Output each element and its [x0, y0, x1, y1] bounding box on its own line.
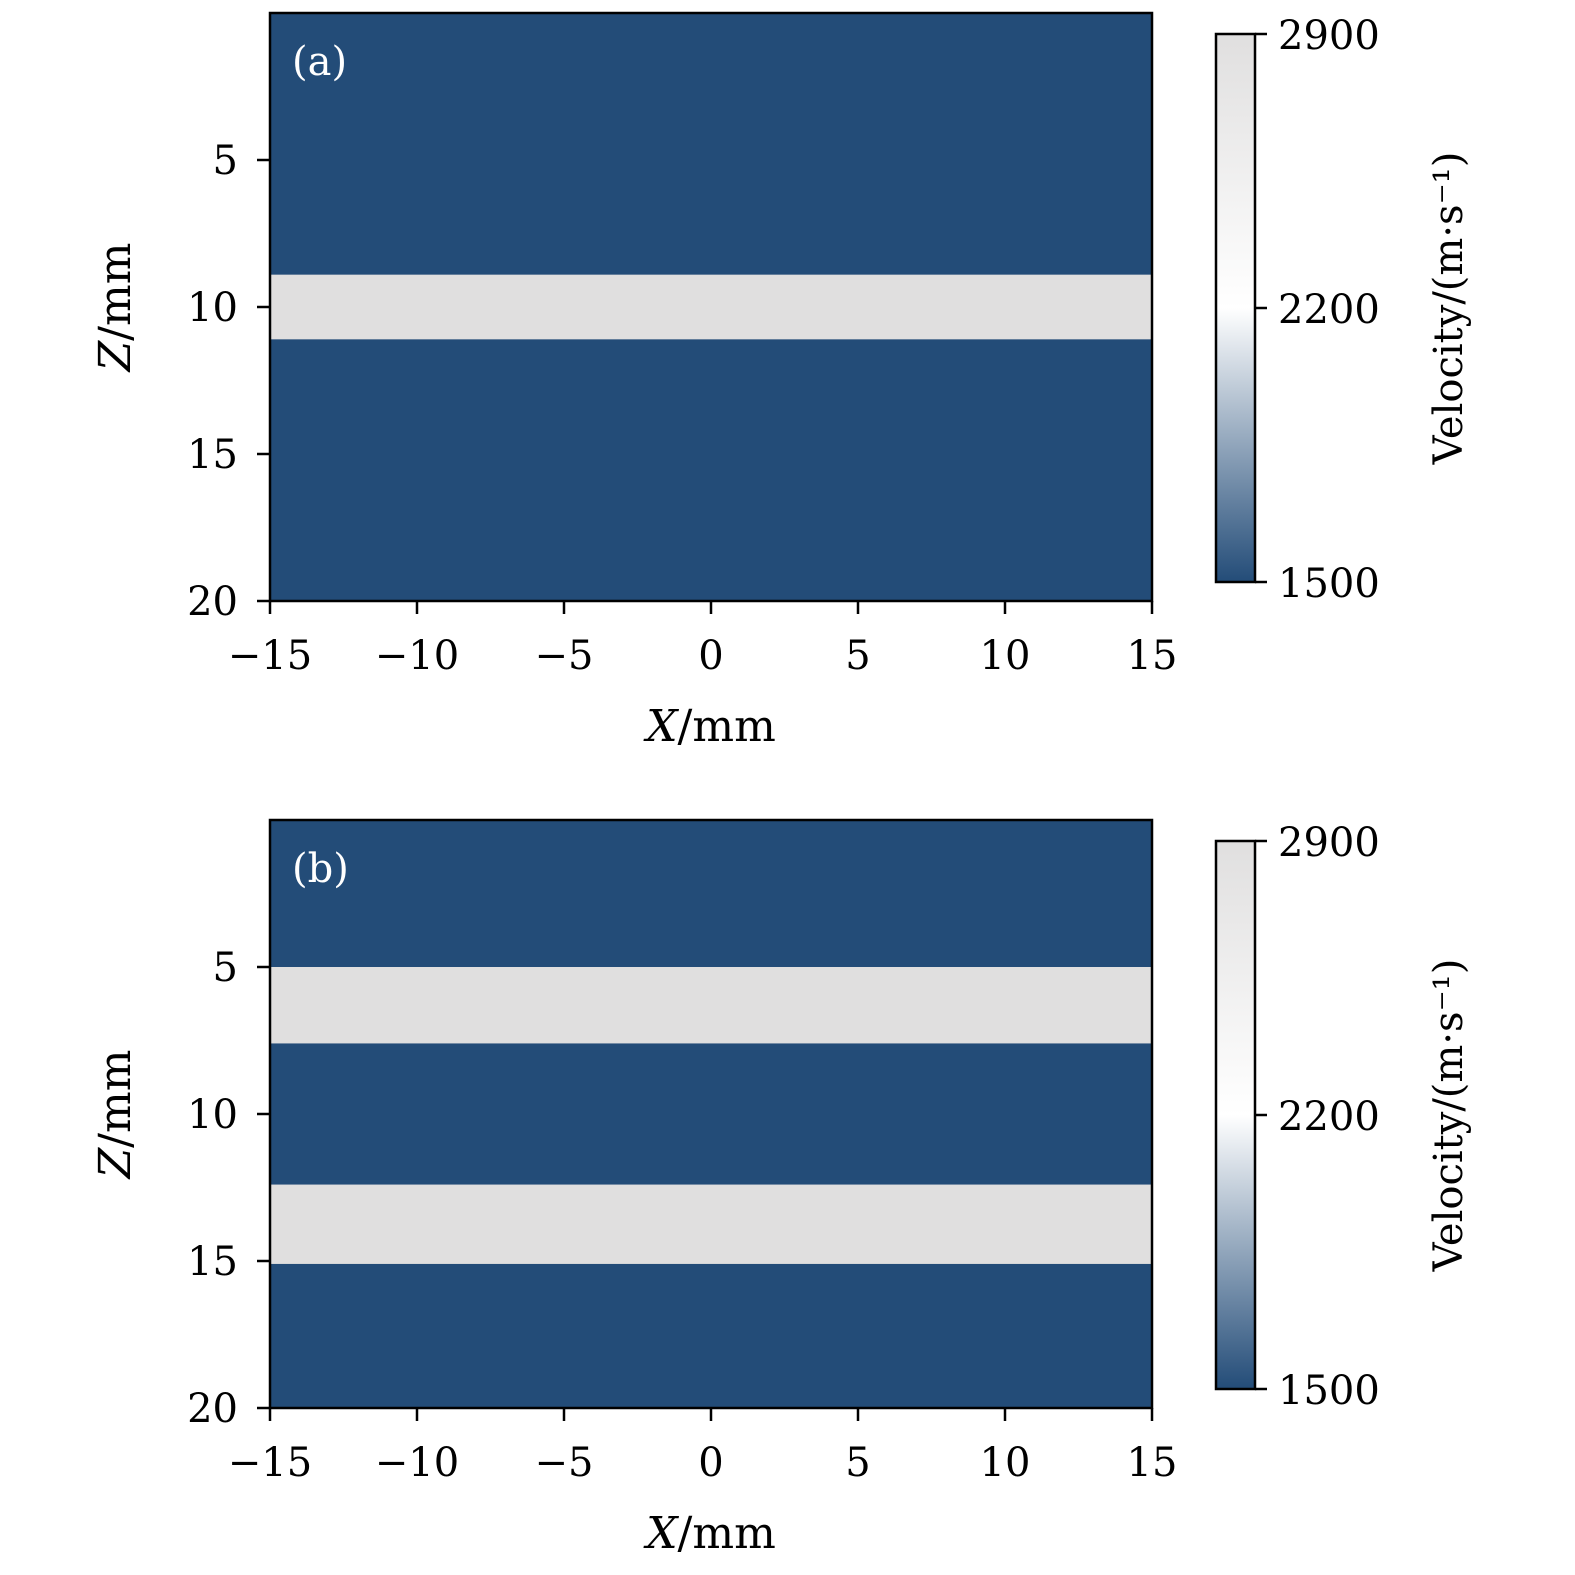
colorbar — [1214, 839, 1257, 1391]
y-tick-label: 10 — [187, 285, 238, 331]
colorbar-tick-label: 2900 — [1278, 13, 1380, 59]
colorbar-label: Velocity/(m·s⁻¹) — [1426, 152, 1472, 466]
y-axis-label: Z/mm — [90, 1050, 141, 1181]
x-tick-label: −10 — [375, 633, 459, 679]
panel-b: (b) −15 −10 −5 0 5 10 15 5 10 15 20 X/mm Z/mm 1500 2200… — [90, 818, 1472, 1559]
y-tick-label: 20 — [187, 579, 238, 625]
y-tick-label: 15 — [187, 432, 238, 478]
x-axis-label: X/mm — [643, 701, 776, 752]
x-tick-label: 15 — [1127, 633, 1178, 679]
colorbar-label: Velocity/(m·s⁻¹) — [1426, 959, 1472, 1273]
y-tick-label: 10 — [187, 1092, 238, 1138]
colorbar-tick-label: 1500 — [1278, 561, 1380, 607]
x-tick-label: 10 — [980, 633, 1031, 679]
x-tick-label: −10 — [375, 1440, 459, 1486]
x-tick-label: 5 — [845, 1440, 870, 1486]
colorbar-tick-label: 1500 — [1278, 1368, 1380, 1414]
x-tick-label: −5 — [535, 633, 594, 679]
colorbar-tick-label: 2200 — [1278, 1094, 1380, 1140]
y-axis-label: Z/mm — [90, 243, 141, 374]
y-tick-label: 5 — [213, 945, 238, 991]
y-tick-label: 15 — [187, 1239, 238, 1285]
panel-label: (a) — [292, 39, 347, 85]
velocity-layer-1 — [270, 967, 1152, 1044]
colorbar-tick-label: 2900 — [1278, 820, 1380, 866]
x-tick-label: 0 — [698, 633, 723, 679]
velocity-layer-2 — [270, 1184, 1152, 1264]
x-tick-label: 10 — [980, 1440, 1031, 1486]
velocity-background — [270, 820, 1152, 1408]
colorbar — [1214, 32, 1257, 584]
panel-a: (a) −15 −10 −5 0 5 10 15 5 10 15 20 X/mm Z/mm 1500 2200… — [90, 11, 1472, 752]
x-tick-label: 5 — [845, 633, 870, 679]
x-axis-label: X/mm — [643, 1508, 776, 1559]
y-tick-label: 5 — [213, 138, 238, 184]
x-tick-label: −15 — [228, 1440, 312, 1486]
x-tick-label: −5 — [535, 1440, 594, 1486]
y-tick-label: 20 — [187, 1386, 238, 1432]
colorbar-tick-label: 2200 — [1278, 287, 1380, 333]
velocity-layer-1 — [270, 274, 1152, 340]
x-tick-label: 0 — [698, 1440, 723, 1486]
x-tick-label: −15 — [228, 633, 312, 679]
panel-label: (b) — [292, 846, 349, 892]
x-tick-label: 15 — [1127, 1440, 1178, 1486]
